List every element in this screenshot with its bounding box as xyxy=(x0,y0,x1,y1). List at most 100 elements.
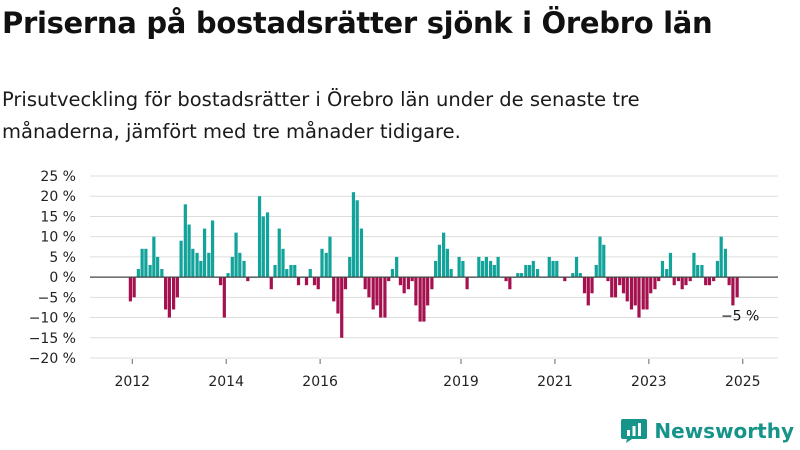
bar xyxy=(504,277,508,282)
bar xyxy=(246,277,250,282)
brand-logo[interactable]: Newsworthy xyxy=(620,418,794,444)
y-tick-label: 25 % xyxy=(40,169,76,185)
bar xyxy=(308,269,312,278)
bar xyxy=(336,277,340,314)
bar xyxy=(571,273,575,278)
bar xyxy=(586,277,590,306)
bar xyxy=(524,264,528,278)
bar xyxy=(332,277,336,302)
bar xyxy=(653,277,657,290)
bar xyxy=(598,236,602,278)
bar xyxy=(257,196,262,278)
y-tick-label: 20 % xyxy=(40,189,76,205)
x-tick-label: 2021 xyxy=(537,374,573,390)
bar xyxy=(461,260,465,278)
bar xyxy=(457,256,461,278)
bar xyxy=(234,232,238,278)
bar xyxy=(633,277,637,306)
bar xyxy=(195,252,199,278)
bar xyxy=(660,260,665,278)
bar xyxy=(657,277,661,282)
bar xyxy=(316,277,320,290)
bar xyxy=(668,252,673,278)
brand-name: Newsworthy xyxy=(654,419,794,443)
y-tick-label: −10 % xyxy=(29,311,76,327)
bar xyxy=(527,264,532,278)
bar xyxy=(226,273,230,278)
bar xyxy=(684,277,688,286)
bar xyxy=(531,260,535,278)
bar xyxy=(516,273,520,278)
bar xyxy=(555,260,559,278)
bar xyxy=(179,240,183,278)
bar xyxy=(676,277,681,282)
bar xyxy=(625,277,629,302)
bar xyxy=(418,277,422,322)
y-tick-label: 10 % xyxy=(40,230,76,246)
bar xyxy=(610,277,614,298)
bar xyxy=(723,248,728,278)
bar xyxy=(590,277,594,294)
bar xyxy=(574,256,579,278)
bar xyxy=(293,264,297,278)
bar xyxy=(508,277,512,290)
bar xyxy=(340,277,344,338)
bar xyxy=(735,277,739,298)
bar xyxy=(637,277,641,318)
y-tick-label: −20 % xyxy=(29,351,76,367)
bar xyxy=(390,269,395,278)
bar xyxy=(359,228,364,278)
bar xyxy=(277,228,281,278)
bar xyxy=(199,260,203,278)
bar xyxy=(594,264,598,278)
x-tick-label: 2012 xyxy=(114,374,150,390)
newsworthy-logo-icon xyxy=(621,419,648,443)
bar xyxy=(242,260,246,278)
bar xyxy=(136,269,140,278)
bar xyxy=(582,277,587,294)
bar xyxy=(238,252,242,278)
bar xyxy=(175,277,179,298)
bar xyxy=(692,252,696,278)
bar xyxy=(375,277,379,306)
bar xyxy=(156,256,160,278)
bar xyxy=(715,260,720,278)
bar xyxy=(402,277,406,294)
bar xyxy=(269,277,273,290)
bar xyxy=(629,277,634,310)
bar xyxy=(445,248,449,278)
bar xyxy=(222,277,226,318)
bar xyxy=(618,277,622,286)
bar xyxy=(387,277,391,282)
bar xyxy=(160,269,164,278)
bar xyxy=(273,264,277,278)
bar xyxy=(164,277,168,310)
bar xyxy=(488,260,493,278)
bar xyxy=(449,269,453,278)
x-tick-label: 2019 xyxy=(443,374,479,390)
bar xyxy=(696,264,700,278)
bar xyxy=(144,248,148,278)
bar xyxy=(289,264,293,278)
bar xyxy=(406,277,411,290)
bar xyxy=(410,277,414,282)
bar xyxy=(547,256,551,278)
bar xyxy=(481,260,485,278)
bar xyxy=(348,256,352,278)
bar xyxy=(383,277,387,318)
bar xyxy=(519,273,524,278)
bar xyxy=(261,216,265,278)
x-tick-label: 2016 xyxy=(302,374,338,390)
bar xyxy=(207,252,211,278)
x-tick-label: 2025 xyxy=(725,374,761,390)
y-tick-label: −5 % xyxy=(38,290,76,306)
bar xyxy=(477,256,481,278)
bar xyxy=(304,277,309,286)
bar xyxy=(152,236,156,278)
chart-subtitle: Prisutveckling för bostadsrätter i Örebr… xyxy=(2,88,640,143)
chart-title: Priserna på bostadsrätter sjönk i Örebro… xyxy=(2,6,713,40)
bar xyxy=(578,273,582,278)
bar xyxy=(171,277,176,310)
bar xyxy=(680,277,684,290)
